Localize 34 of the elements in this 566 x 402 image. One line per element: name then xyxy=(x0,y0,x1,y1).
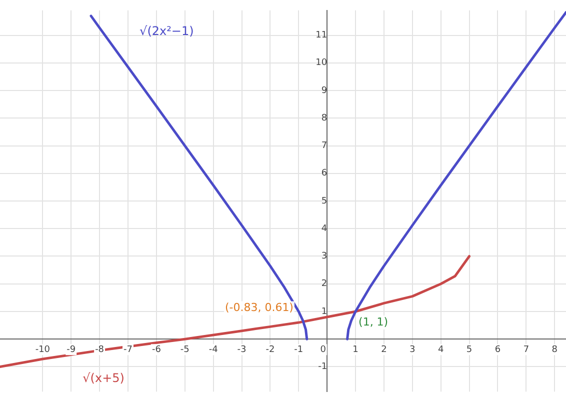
x-tick-label: 5 xyxy=(466,344,472,355)
y-tick-label: 1 xyxy=(321,306,328,317)
y-tick-label: 10 xyxy=(316,58,328,68)
annotation: (-0.83, 0.61) xyxy=(224,301,294,314)
series-label: √(x+5) xyxy=(82,371,124,386)
x-tick-label: -2 xyxy=(266,344,275,355)
y-tick-label: 3 xyxy=(321,252,328,262)
text: √(2x²−1) xyxy=(140,24,194,38)
x-tick-label: -4 xyxy=(208,344,218,355)
y-tick-label: 9 xyxy=(321,86,328,96)
y-tick-label: -1 xyxy=(318,362,328,372)
x-tick-label: 4 xyxy=(438,344,444,355)
y-tick-label: 11 xyxy=(316,30,328,41)
x-tick-label: 6 xyxy=(494,344,501,355)
y-tick-label: 7 xyxy=(321,141,328,152)
x-tick-label: -5 xyxy=(180,344,190,355)
x-tick-label: -9 xyxy=(66,344,76,355)
x-tick-label: 2 xyxy=(381,344,387,355)
y-tick-label: 8 xyxy=(321,113,328,124)
x-tick-label: -6 xyxy=(152,344,162,355)
x-tick-label: 8 xyxy=(552,344,558,355)
annotation: (1, 1) xyxy=(358,315,388,328)
x-tick-label: -1 xyxy=(294,344,304,355)
y-tick-label: 5 xyxy=(321,196,328,206)
y-tick-label: 6 xyxy=(321,168,328,179)
x-tick-label: 1 xyxy=(352,344,358,355)
x-tick-label: -10 xyxy=(35,344,50,355)
x-tick-label: 3 xyxy=(410,344,416,355)
x-tick-label: -7 xyxy=(124,344,132,355)
x-tick-label: -3 xyxy=(237,344,246,355)
x-tick-label: 0 xyxy=(320,344,326,355)
x-tick-label: -8 xyxy=(95,344,104,355)
x-tick-label: 7 xyxy=(523,344,530,355)
y-tick-label: 2 xyxy=(321,279,328,290)
